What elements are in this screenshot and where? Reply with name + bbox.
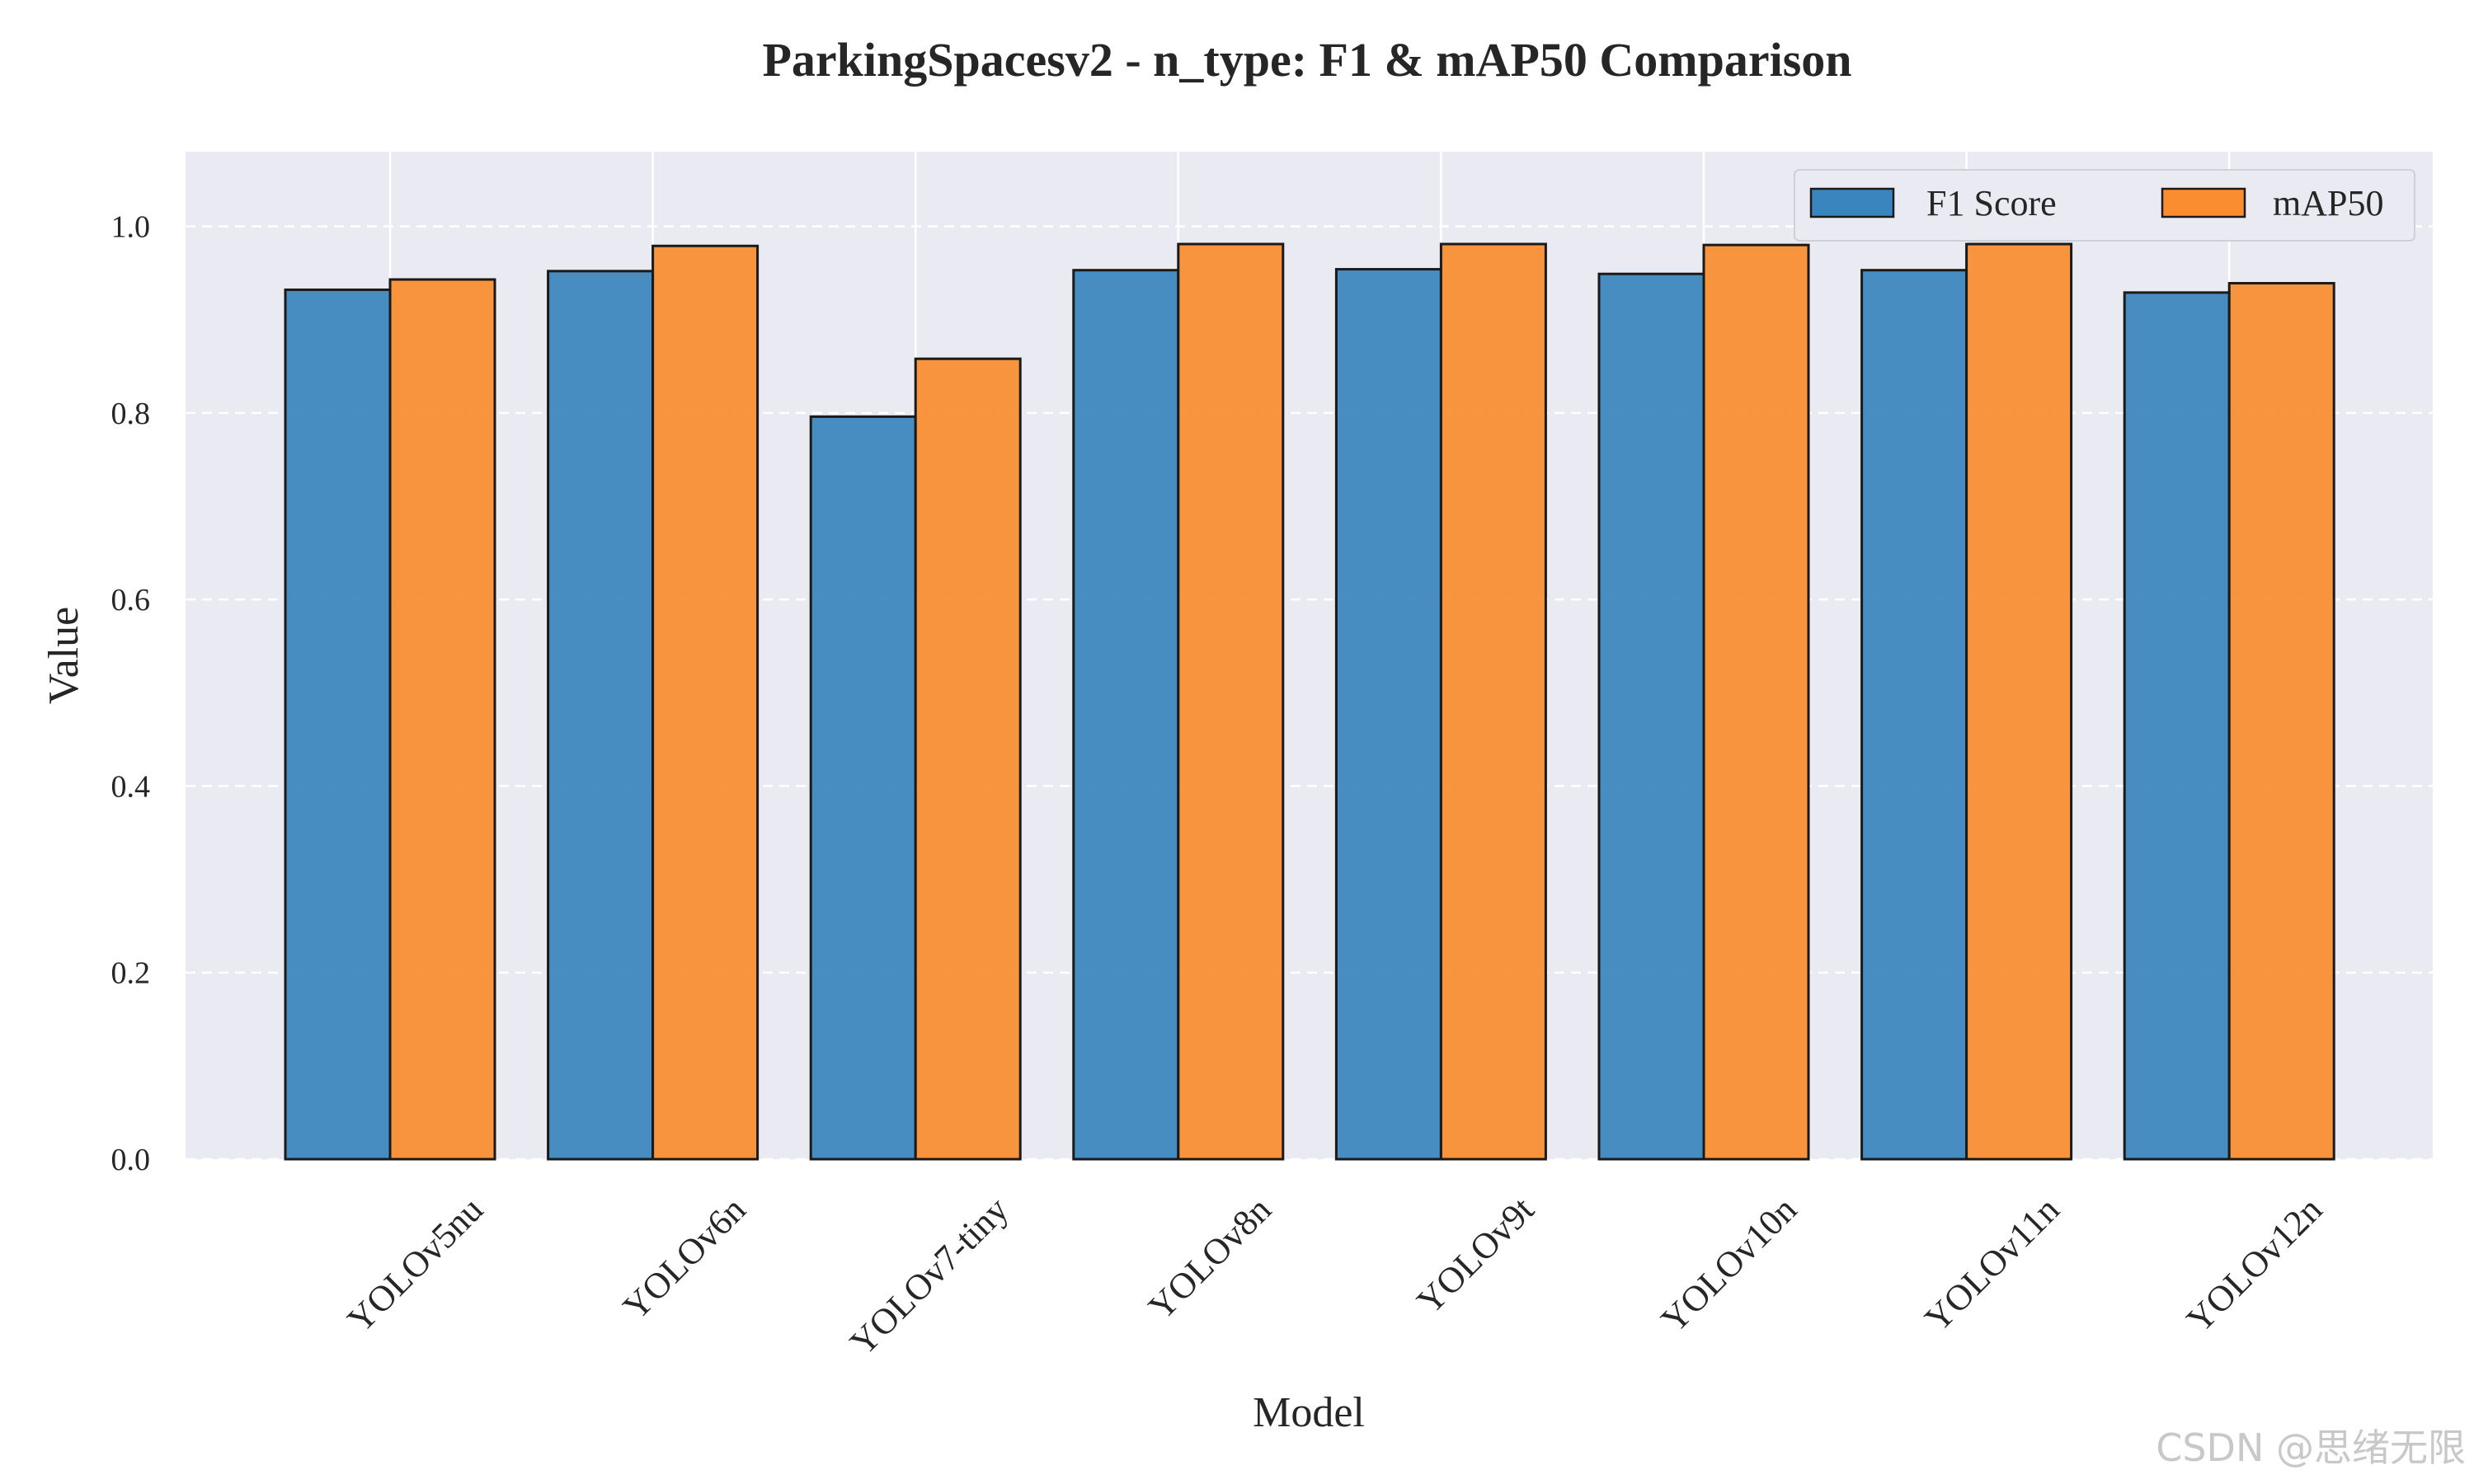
bar-f1-yolov9t (1334, 268, 1442, 1161)
bar-f1-yolov11n (1860, 269, 1968, 1161)
bar-map50-yolov9t (1439, 242, 1547, 1161)
x-axis-ticks: YOLOv5nu YOLOv6n YOLOv7-tiny YOLOv8n YOLOv9t… (340, 1189, 2330, 1363)
x-tick-label: YOLOv7-tiny (842, 1189, 1016, 1363)
bar-map50-yolov12n (2227, 282, 2335, 1161)
bar-map50-yolov6n (651, 244, 760, 1161)
x-tick-label: YOLOv6n (615, 1189, 754, 1327)
y-tick-label: 0.6 (111, 583, 151, 618)
bar-f1-yolov7-tiny (809, 415, 917, 1161)
bar-map50-yolov8n (1177, 242, 1285, 1161)
legend-box (1794, 169, 2415, 242)
bar-map50-yolov5nu (388, 278, 496, 1161)
bar-f1-yolov12n (2123, 291, 2231, 1161)
bar-f1-yolov10n (1597, 272, 1705, 1161)
y-tick-label: 1.0 (111, 210, 151, 245)
y-tick-label: 0.2 (111, 956, 151, 991)
bar-f1-yolov8n (1072, 269, 1180, 1161)
legend-swatch-f1 (1809, 187, 1895, 218)
chart-title: ParkingSpacesv2 - n_type: F1 & mAP50 Com… (762, 33, 1851, 87)
y-axis-label: Value (40, 607, 87, 704)
y-tick-label: 0.4 (111, 769, 151, 804)
x-tick-label: YOLOv5nu (340, 1189, 491, 1340)
x-tick-label: YOLOv11n (1917, 1189, 2067, 1339)
legend-swatch-map50 (2161, 187, 2246, 218)
bar-map50-yolov10n (1702, 243, 1810, 1161)
legend-label-f1: F1 Score (1926, 183, 2057, 223)
watermark: CSDN @思绪无限 (2156, 1425, 2466, 1470)
y-tick-label: 0.8 (111, 397, 151, 431)
x-tick-label: YOLOv8n (1141, 1189, 1279, 1327)
x-axis-label: Model (1253, 1389, 1365, 1436)
y-axis-ticks: 0.0 0.2 0.4 0.6 0.8 1.0 (111, 210, 151, 1177)
bar-map50-yolov11n (1965, 242, 2073, 1161)
x-tick-label: YOLOv10n (1653, 1189, 1804, 1340)
y-tick-label: 0.0 (111, 1143, 151, 1177)
x-tick-label: YOLOv9t (1409, 1189, 1542, 1322)
legend-label-map50: mAP50 (2273, 183, 2383, 223)
plot-area (186, 152, 2433, 1159)
bar-map50-yolov7-tiny (914, 357, 1022, 1161)
bar-f1-yolov6n (547, 270, 655, 1161)
bars (284, 242, 2335, 1161)
legend: F1 Score mAP50 (1794, 169, 2415, 242)
x-tick-label: YOLOv12n (2179, 1189, 2330, 1340)
bar-f1-yolov5nu (284, 288, 392, 1161)
